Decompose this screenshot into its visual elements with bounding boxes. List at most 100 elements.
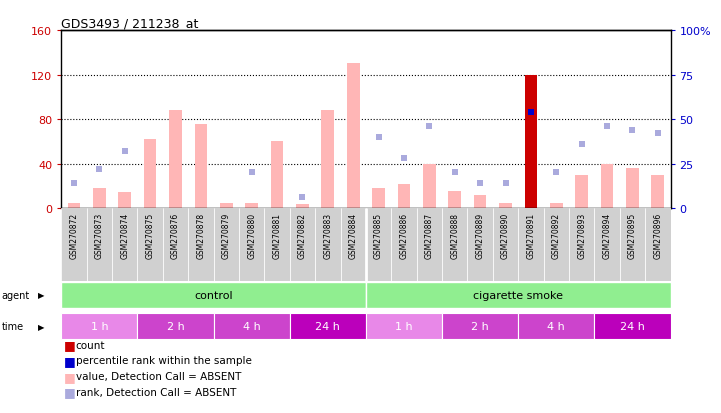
Bar	[499, 203, 512, 209]
Text: GSM270890: GSM270890	[501, 212, 510, 258]
Bar	[417, 209, 442, 281]
Bar	[594, 209, 620, 281]
Bar	[601, 164, 614, 209]
Bar	[112, 209, 138, 281]
Bar	[645, 209, 671, 281]
Bar	[188, 209, 213, 281]
Bar	[87, 209, 112, 281]
Bar	[169, 111, 182, 209]
Text: 24 h: 24 h	[620, 321, 645, 331]
Text: GSM270875: GSM270875	[146, 212, 154, 258]
Text: GSM270884: GSM270884	[349, 212, 358, 258]
Bar	[195, 124, 207, 209]
Text: GSM270893: GSM270893	[578, 212, 586, 258]
Text: 1 h: 1 h	[395, 321, 413, 331]
Bar	[138, 209, 163, 281]
Text: ■: ■	[63, 370, 75, 383]
Text: GSM270887: GSM270887	[425, 212, 434, 258]
Bar	[61, 282, 366, 308]
Text: GSM270894: GSM270894	[603, 212, 611, 258]
Text: control: control	[194, 290, 233, 300]
Bar	[322, 111, 334, 209]
Text: ■: ■	[63, 385, 75, 399]
Text: 4 h: 4 h	[243, 321, 260, 331]
Bar	[550, 203, 562, 209]
Bar	[442, 313, 518, 339]
Bar	[620, 209, 645, 281]
Bar	[61, 209, 87, 281]
Text: GSM270878: GSM270878	[196, 212, 205, 258]
Bar	[467, 209, 493, 281]
Bar	[68, 203, 80, 209]
Bar	[290, 209, 315, 281]
Bar	[518, 209, 544, 281]
Bar	[93, 189, 106, 209]
Text: GSM270889: GSM270889	[476, 212, 485, 258]
Text: GSM270873: GSM270873	[95, 212, 104, 258]
Text: ■: ■	[63, 338, 75, 351]
Bar	[213, 209, 239, 281]
Bar	[118, 193, 131, 209]
Bar	[265, 209, 290, 281]
Bar	[61, 313, 138, 339]
Text: time: time	[1, 321, 24, 331]
Bar	[525, 75, 537, 209]
Text: GSM270896: GSM270896	[653, 212, 663, 258]
Bar	[138, 313, 213, 339]
Text: GSM270895: GSM270895	[628, 212, 637, 258]
Bar	[245, 203, 258, 209]
Bar	[213, 313, 290, 339]
Bar	[392, 209, 417, 281]
Text: GSM270872: GSM270872	[69, 212, 79, 258]
Bar	[315, 209, 340, 281]
Bar	[220, 203, 233, 209]
Text: 1 h: 1 h	[91, 321, 108, 331]
Text: GSM270882: GSM270882	[298, 212, 307, 258]
Bar	[652, 175, 664, 209]
Bar	[239, 209, 265, 281]
Bar	[448, 192, 461, 209]
Bar	[398, 184, 410, 209]
Text: GSM270888: GSM270888	[450, 212, 459, 258]
Text: GSM270880: GSM270880	[247, 212, 256, 258]
Bar	[493, 209, 518, 281]
Text: ■: ■	[63, 354, 75, 367]
Text: GSM270874: GSM270874	[120, 212, 129, 258]
Text: ▶: ▶	[37, 291, 44, 300]
Text: GDS3493 / 211238_at: GDS3493 / 211238_at	[61, 17, 199, 30]
Bar	[163, 209, 188, 281]
Bar	[544, 209, 569, 281]
Bar	[143, 140, 156, 209]
Bar	[569, 209, 594, 281]
Text: 24 h: 24 h	[315, 321, 340, 331]
Bar	[372, 189, 385, 209]
Bar	[575, 175, 588, 209]
Text: GSM270891: GSM270891	[526, 212, 536, 258]
Text: GSM270881: GSM270881	[273, 212, 282, 258]
Bar	[366, 313, 442, 339]
Bar	[423, 164, 435, 209]
Text: GSM270885: GSM270885	[374, 212, 383, 258]
Text: 4 h: 4 h	[547, 321, 565, 331]
Text: GSM270886: GSM270886	[399, 212, 409, 258]
Bar	[290, 313, 366, 339]
Text: GSM270892: GSM270892	[552, 212, 561, 258]
Text: value, Detection Call = ABSENT: value, Detection Call = ABSENT	[76, 371, 241, 381]
Bar	[594, 313, 671, 339]
Bar	[366, 282, 671, 308]
Bar	[626, 169, 639, 209]
Bar	[296, 204, 309, 209]
Bar	[270, 142, 283, 209]
Text: 2 h: 2 h	[167, 321, 185, 331]
Text: percentile rank within the sample: percentile rank within the sample	[76, 356, 252, 366]
Text: cigarette smoke: cigarette smoke	[473, 290, 563, 300]
Text: count: count	[76, 340, 105, 350]
Bar	[366, 209, 392, 281]
Bar	[340, 209, 366, 281]
Text: GSM270879: GSM270879	[222, 212, 231, 258]
Text: 2 h: 2 h	[472, 321, 489, 331]
Text: ▶: ▶	[37, 322, 44, 331]
Text: rank, Detection Call = ABSENT: rank, Detection Call = ABSENT	[76, 387, 236, 397]
Bar	[347, 64, 360, 209]
Text: agent: agent	[1, 290, 30, 300]
